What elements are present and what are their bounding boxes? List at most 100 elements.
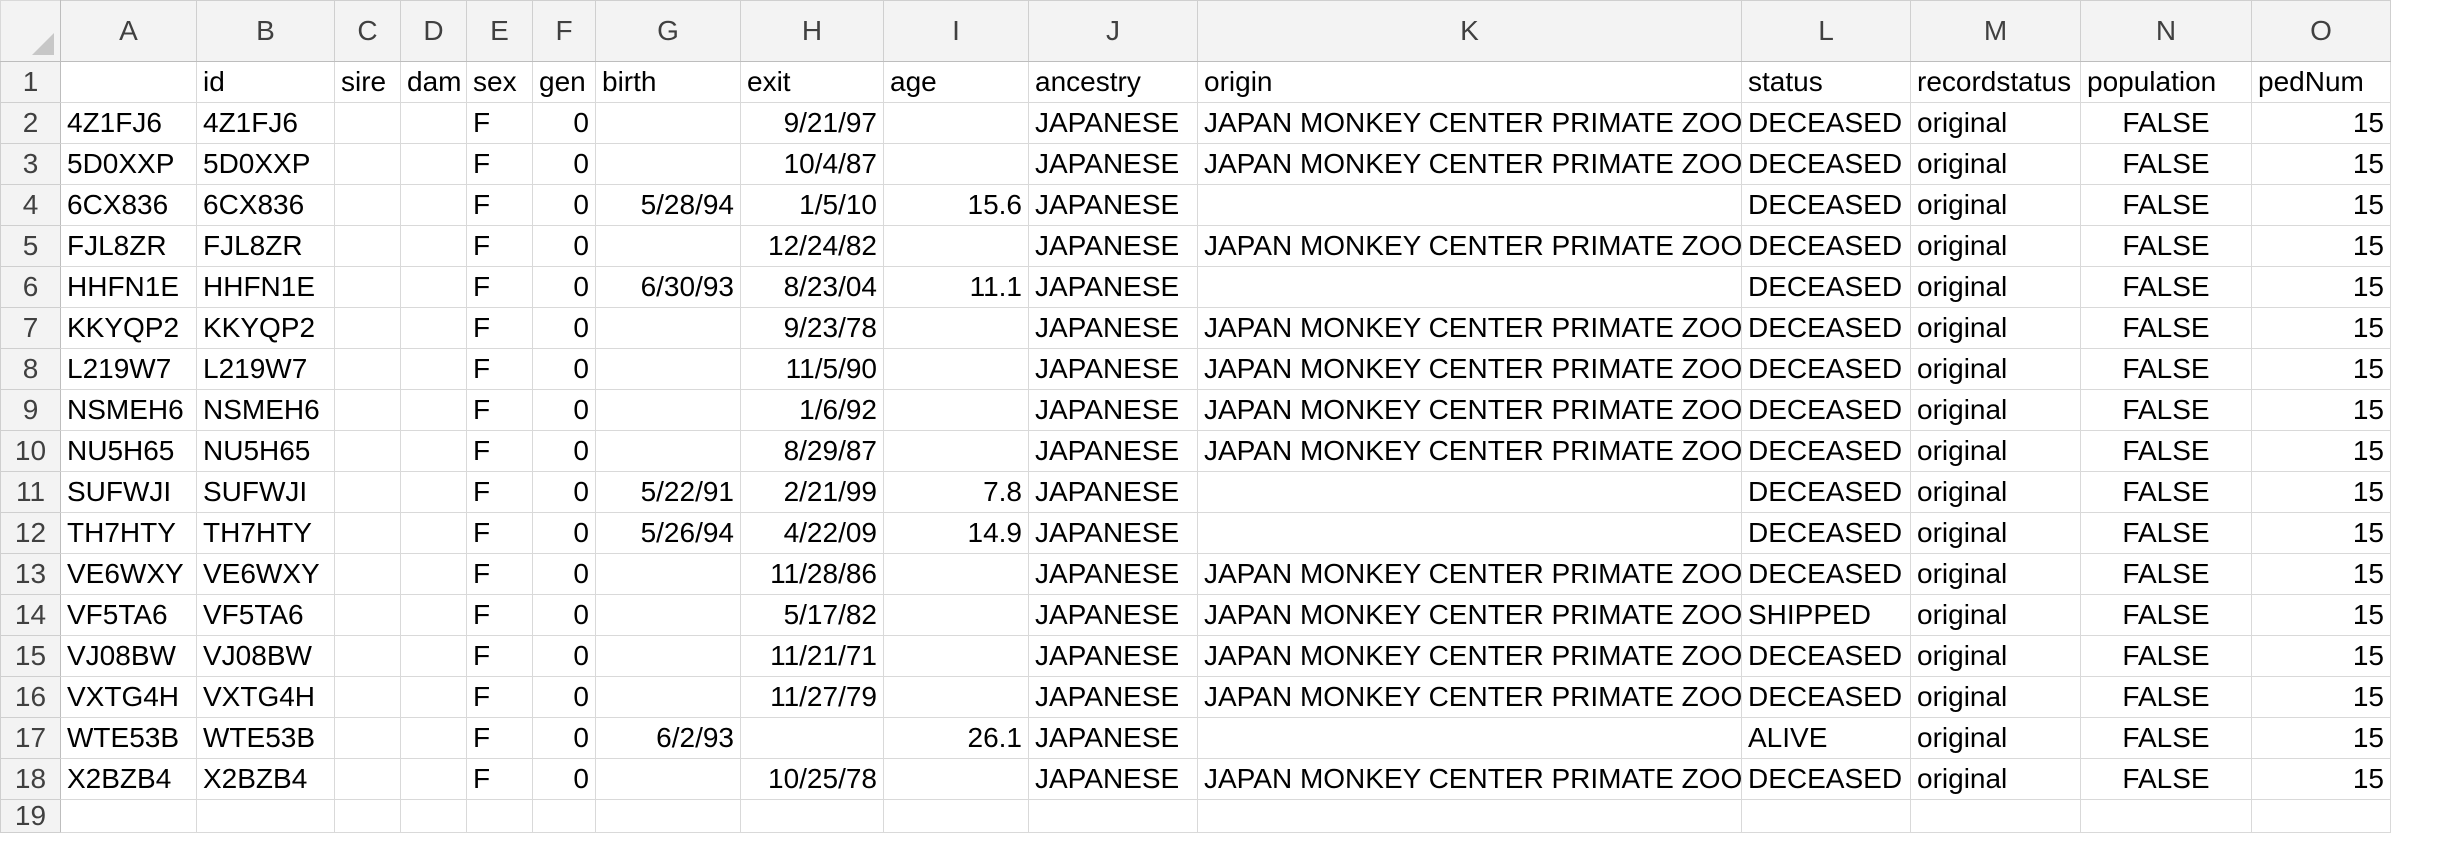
cell-h3[interactable]: 10/4/87 (740, 143, 884, 185)
cell-i14[interactable] (883, 594, 1029, 636)
cell-l15[interactable]: DECEASED (1741, 635, 1911, 677)
cell-m7[interactable]: original (1910, 307, 2081, 349)
cell-n14[interactable]: FALSE (2080, 594, 2252, 636)
cell-i16[interactable] (883, 676, 1029, 718)
cell-f10[interactable]: 0 (532, 430, 596, 472)
cell-o19[interactable] (2251, 799, 2391, 833)
cell-n5[interactable]: FALSE (2080, 225, 2252, 267)
row-header[interactable]: 18 (0, 758, 61, 800)
cell-j14[interactable]: JAPANESE (1028, 594, 1198, 636)
cell-d19[interactable] (400, 799, 467, 833)
cell-g4[interactable]: 5/28/94 (595, 184, 741, 226)
cell-a5[interactable]: FJL8ZR (60, 225, 197, 267)
cell-d2[interactable] (400, 102, 467, 144)
cell-i15[interactable] (883, 635, 1029, 677)
cell-b19[interactable] (196, 799, 335, 833)
cell-b11[interactable]: SUFWJI (196, 471, 335, 513)
cell-i5[interactable] (883, 225, 1029, 267)
cell-f17[interactable]: 0 (532, 717, 596, 759)
cell-l11[interactable]: DECEASED (1741, 471, 1911, 513)
column-header-j[interactable]: J (1028, 0, 1198, 62)
cell-c6[interactable] (334, 266, 401, 308)
cell-g5[interactable] (595, 225, 741, 267)
cell-e14[interactable]: F (466, 594, 533, 636)
cell-g14[interactable] (595, 594, 741, 636)
cell-e9[interactable]: F (466, 389, 533, 431)
cell-m18[interactable]: original (1910, 758, 2081, 800)
cell-f5[interactable]: 0 (532, 225, 596, 267)
cell-m2[interactable]: original (1910, 102, 2081, 144)
cell-g15[interactable] (595, 635, 741, 677)
cell-e8[interactable]: F (466, 348, 533, 390)
cell-c7[interactable] (334, 307, 401, 349)
cell-g12[interactable]: 5/26/94 (595, 512, 741, 554)
cell-e10[interactable]: F (466, 430, 533, 472)
cell-c10[interactable] (334, 430, 401, 472)
cell-m6[interactable]: original (1910, 266, 2081, 308)
cell-j2[interactable]: JAPANESE (1028, 102, 1198, 144)
row-header[interactable]: 6 (0, 266, 61, 308)
cell-l6[interactable]: DECEASED (1741, 266, 1911, 308)
cell-h2[interactable]: 9/21/97 (740, 102, 884, 144)
cell-b6[interactable]: HHFN1E (196, 266, 335, 308)
cell-f9[interactable]: 0 (532, 389, 596, 431)
cell-c4[interactable] (334, 184, 401, 226)
cell-h10[interactable]: 8/29/87 (740, 430, 884, 472)
row-header[interactable]: 14 (0, 594, 61, 636)
cell-o11[interactable]: 15 (2251, 471, 2391, 513)
cell-b17[interactable]: WTE53B (196, 717, 335, 759)
cell-n16[interactable]: FALSE (2080, 676, 2252, 718)
cell-o3[interactable]: 15 (2251, 143, 2391, 185)
cell-a17[interactable]: WTE53B (60, 717, 197, 759)
cell-g17[interactable]: 6/2/93 (595, 717, 741, 759)
cell-d13[interactable] (400, 553, 467, 595)
cell-f13[interactable]: 0 (532, 553, 596, 595)
column-header-b[interactable]: B (196, 0, 335, 62)
cell-j11[interactable]: JAPANESE (1028, 471, 1198, 513)
cell-k6[interactable] (1197, 266, 1742, 308)
column-header-g[interactable]: G (595, 0, 741, 62)
cell-e15[interactable]: F (466, 635, 533, 677)
cell-d12[interactable] (400, 512, 467, 554)
cell-n11[interactable]: FALSE (2080, 471, 2252, 513)
cell-n17[interactable]: FALSE (2080, 717, 2252, 759)
cell-c15[interactable] (334, 635, 401, 677)
cell-k8[interactable]: JAPAN MONKEY CENTER PRIMATE ZOO (1197, 348, 1742, 390)
cell-a15[interactable]: VJ08BW (60, 635, 197, 677)
cell-d8[interactable] (400, 348, 467, 390)
cell-g10[interactable] (595, 430, 741, 472)
cell-l19[interactable] (1741, 799, 1911, 833)
cell-a13[interactable]: VE6WXY (60, 553, 197, 595)
cell-f2[interactable]: 0 (532, 102, 596, 144)
cell-n8[interactable]: FALSE (2080, 348, 2252, 390)
cell-b9[interactable]: NSMEH6 (196, 389, 335, 431)
row-header[interactable]: 12 (0, 512, 61, 554)
cell-e3[interactable]: F (466, 143, 533, 185)
cell-h5[interactable]: 12/24/82 (740, 225, 884, 267)
cell-a3[interactable]: 5D0XXP (60, 143, 197, 185)
cell-m11[interactable]: original (1910, 471, 2081, 513)
cell-g3[interactable] (595, 143, 741, 185)
cell-n15[interactable]: FALSE (2080, 635, 2252, 677)
cell-c16[interactable] (334, 676, 401, 718)
cell-h7[interactable]: 9/23/78 (740, 307, 884, 349)
cell-n10[interactable]: FALSE (2080, 430, 2252, 472)
cell-i19[interactable] (883, 799, 1029, 833)
cell-i18[interactable] (883, 758, 1029, 800)
cell-b18[interactable]: X2BZB4 (196, 758, 335, 800)
cell-k13[interactable]: JAPAN MONKEY CENTER PRIMATE ZOO (1197, 553, 1742, 595)
cell-m3[interactable]: original (1910, 143, 2081, 185)
cell-l7[interactable]: DECEASED (1741, 307, 1911, 349)
cell-a7[interactable]: KKYQP2 (60, 307, 197, 349)
cell-h12[interactable]: 4/22/09 (740, 512, 884, 554)
cell-h15[interactable]: 11/21/71 (740, 635, 884, 677)
cell-n18[interactable]: FALSE (2080, 758, 2252, 800)
cell-e4[interactable]: F (466, 184, 533, 226)
cell-k1[interactable]: origin (1197, 61, 1742, 103)
cell-e6[interactable]: F (466, 266, 533, 308)
cell-f4[interactable]: 0 (532, 184, 596, 226)
cell-f14[interactable]: 0 (532, 594, 596, 636)
cell-c9[interactable] (334, 389, 401, 431)
cell-c1[interactable]: sire (334, 61, 401, 103)
cell-l13[interactable]: DECEASED (1741, 553, 1911, 595)
